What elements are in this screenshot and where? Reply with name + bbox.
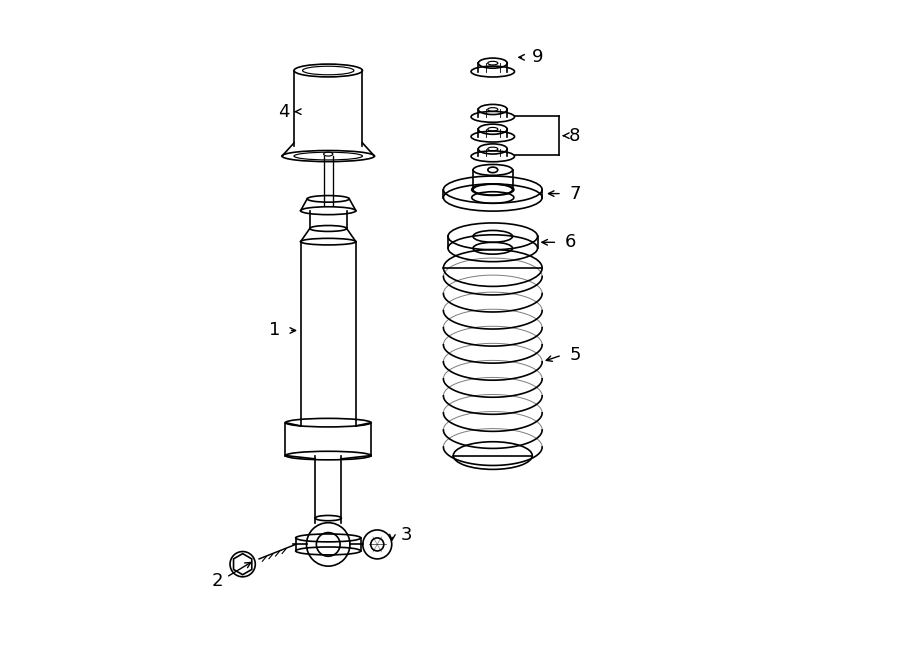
Text: 6: 6 [565,233,577,251]
Text: 1: 1 [269,321,281,340]
Text: 8: 8 [569,127,580,145]
Text: 2: 2 [212,572,223,590]
Text: 4: 4 [279,102,290,121]
Text: 9: 9 [532,48,544,66]
Text: 7: 7 [570,184,581,202]
Text: 5: 5 [570,346,581,364]
Text: 3: 3 [400,525,412,543]
